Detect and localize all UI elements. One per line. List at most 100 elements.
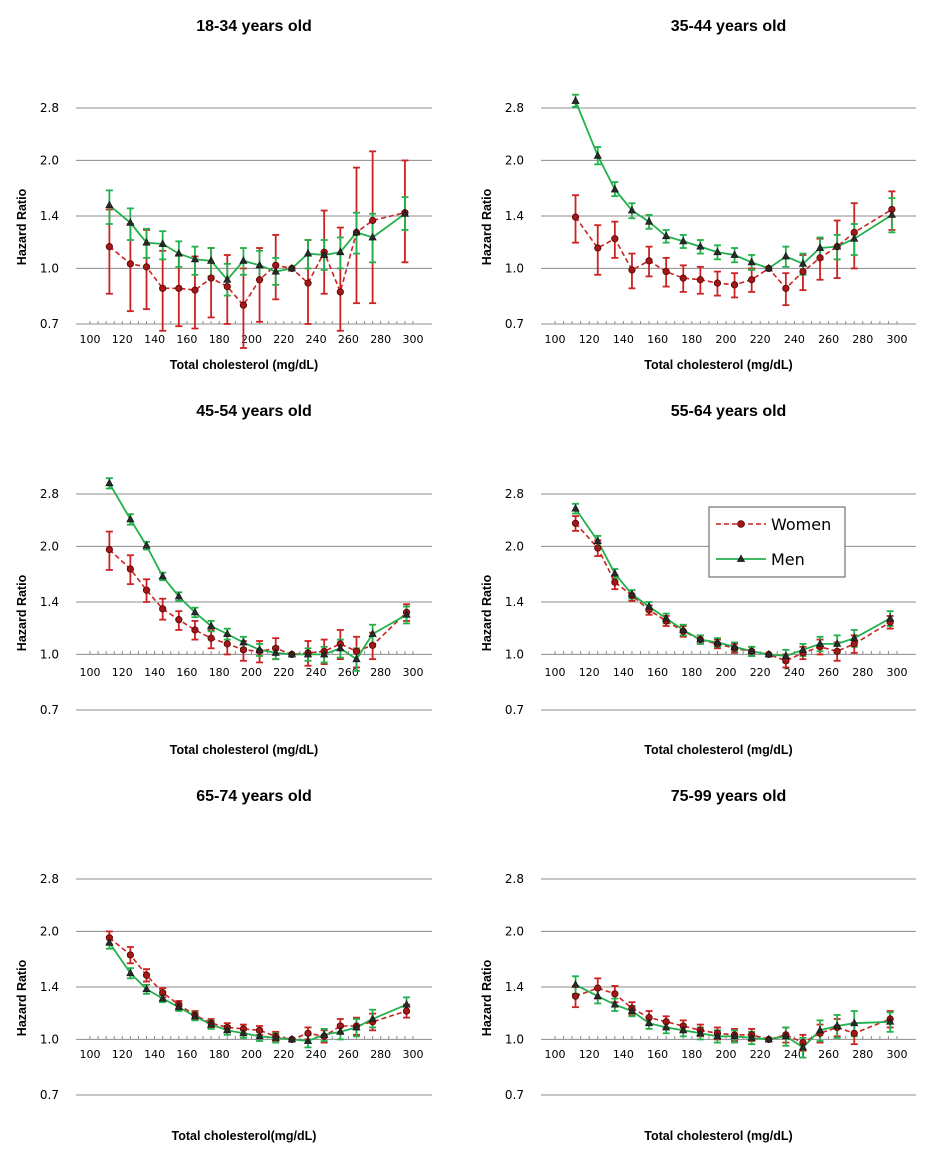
series-line-men bbox=[574, 100, 893, 270]
x-tick-label: 180 bbox=[681, 666, 702, 679]
point-men bbox=[142, 541, 151, 549]
point-men bbox=[571, 96, 580, 104]
point-women bbox=[696, 276, 704, 284]
point-men bbox=[287, 263, 296, 272]
point-men bbox=[336, 247, 345, 256]
point-men bbox=[730, 250, 739, 258]
point-men bbox=[781, 251, 790, 260]
y-tick-label: 1.4 bbox=[40, 595, 59, 609]
point-women bbox=[207, 274, 215, 282]
x-tick-label: 260 bbox=[818, 333, 839, 346]
point-men bbox=[679, 1025, 688, 1034]
point-men bbox=[764, 649, 773, 658]
x-tick-label: 120 bbox=[579, 333, 600, 346]
y-tick-label: 2.8 bbox=[505, 872, 524, 886]
y-tick-label: 1.0 bbox=[505, 261, 524, 275]
point-men bbox=[713, 247, 722, 256]
point-men bbox=[886, 1017, 895, 1025]
x-tick-label: 240 bbox=[306, 666, 327, 679]
series-line-men bbox=[108, 482, 407, 661]
point-men bbox=[336, 643, 345, 652]
x-tick-label: 200 bbox=[241, 333, 262, 346]
point-men bbox=[207, 1019, 216, 1028]
point-men bbox=[696, 242, 705, 250]
point-men bbox=[207, 256, 216, 264]
x-tick-label: 160 bbox=[647, 666, 668, 679]
point-women bbox=[223, 640, 231, 648]
point-women bbox=[304, 279, 312, 287]
point-men bbox=[850, 633, 859, 642]
x-tick-label: 280 bbox=[852, 666, 873, 679]
point-men bbox=[105, 938, 114, 946]
point-men bbox=[223, 629, 232, 637]
point-men bbox=[352, 1022, 361, 1031]
point-women bbox=[611, 990, 619, 998]
x-tick-label: 300 bbox=[887, 666, 908, 679]
x-tick-label: 300 bbox=[403, 1048, 424, 1061]
point-women bbox=[142, 263, 151, 271]
x-tick-label: 300 bbox=[887, 333, 908, 346]
point-men bbox=[239, 256, 248, 264]
point-men bbox=[142, 238, 151, 246]
panel-title: 35-44 years old bbox=[671, 18, 787, 35]
y-axis-label: Hazard Ratio bbox=[480, 188, 494, 265]
panel-18-34-years-old: 18-34 years old 0.7 1.0 1.4 2.0 2.8 Hazard Rat… bbox=[15, 18, 432, 372]
x-tick-label: 220 bbox=[750, 1048, 771, 1061]
point-women bbox=[402, 1007, 411, 1015]
point-men bbox=[271, 266, 280, 275]
x-tick-label: 180 bbox=[209, 1048, 230, 1061]
x-tick-label: 140 bbox=[613, 666, 634, 679]
panel-55-64-years-old: 55-64 years old 0.7 1.0 1.4 2.0 2.8 Hazard Rat… bbox=[480, 403, 916, 757]
y-axis-label: Hazard Ratio bbox=[480, 574, 494, 651]
point-women bbox=[611, 235, 619, 243]
panel-title: 55-64 years old bbox=[671, 403, 787, 420]
x-tick-label: 200 bbox=[241, 666, 262, 679]
x-tick-label: 120 bbox=[579, 1048, 600, 1061]
y-tick-label: 1.4 bbox=[505, 209, 524, 223]
point-men bbox=[126, 514, 135, 523]
x-tick-label: 280 bbox=[370, 666, 391, 679]
y-tick-label: 2.8 bbox=[40, 872, 59, 886]
series-line-men bbox=[574, 508, 891, 657]
point-men bbox=[207, 621, 216, 629]
point-men bbox=[287, 649, 296, 658]
point-men bbox=[833, 639, 842, 647]
series-men bbox=[572, 975, 894, 1059]
point-men bbox=[610, 1000, 619, 1008]
point-women bbox=[239, 646, 248, 654]
point-men bbox=[781, 1031, 790, 1040]
y-tick-label: 0.7 bbox=[40, 317, 59, 331]
point-women bbox=[191, 286, 199, 294]
point-men bbox=[158, 993, 167, 1002]
y-axis-label: Hazard Ratio bbox=[15, 574, 29, 651]
series-line-women bbox=[108, 211, 406, 307]
point-women bbox=[713, 279, 722, 287]
point-women bbox=[611, 578, 619, 586]
point-men bbox=[850, 234, 859, 242]
panel-35-44-years-old: 35-44 years old 0.7 1.0 1.4 2.0 2.8 Hazard Rat… bbox=[480, 18, 916, 372]
y-tick-label: 2.8 bbox=[505, 101, 524, 115]
x-tick-label: 200 bbox=[716, 666, 737, 679]
point-men bbox=[174, 591, 183, 600]
x-tick-label: 260 bbox=[818, 666, 839, 679]
x-axis-label: Total cholesterol(mg/dL) bbox=[172, 1129, 317, 1143]
point-men bbox=[352, 227, 361, 236]
point-women bbox=[105, 243, 113, 251]
point-men bbox=[223, 275, 232, 283]
x-tick-label: 160 bbox=[176, 666, 197, 679]
point-men bbox=[303, 649, 313, 658]
y-tick-label: 2.0 bbox=[505, 539, 524, 553]
point-men bbox=[190, 254, 200, 263]
x-tick-label: 160 bbox=[176, 1048, 197, 1061]
point-men bbox=[239, 637, 248, 646]
point-men bbox=[644, 601, 654, 610]
point-women bbox=[126, 260, 134, 268]
x-tick-label: 220 bbox=[273, 1048, 294, 1061]
y-tick-label: 1.4 bbox=[505, 595, 524, 609]
point-women bbox=[594, 984, 602, 992]
point-men bbox=[255, 260, 264, 269]
x-tick-label: 260 bbox=[338, 666, 359, 679]
x-tick-label: 260 bbox=[338, 333, 359, 346]
point-men bbox=[126, 218, 135, 226]
x-tick-label: 180 bbox=[209, 333, 230, 346]
